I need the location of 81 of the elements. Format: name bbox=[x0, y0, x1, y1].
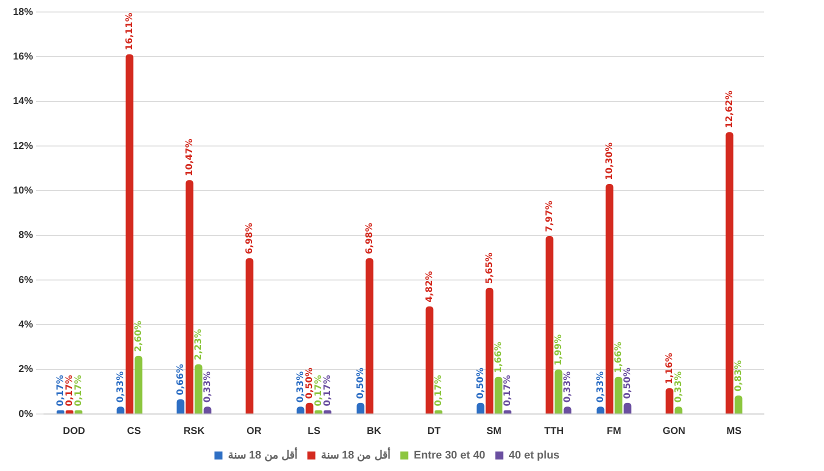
data-label: 2,60% bbox=[134, 320, 144, 352]
y-tick-label: 16% bbox=[13, 51, 34, 62]
legend-label: أقل من 18 سنة bbox=[228, 448, 298, 462]
data-label: 0,33% bbox=[562, 371, 573, 403]
x-tick-label: CS bbox=[127, 426, 142, 437]
data-label: 0,17% bbox=[322, 374, 333, 406]
bar bbox=[194, 364, 202, 414]
data-label: 0,50% bbox=[622, 368, 633, 399]
bar bbox=[134, 356, 142, 414]
data-label: 0,33% bbox=[674, 371, 684, 403]
bar bbox=[366, 258, 374, 414]
data-label: 0,50% bbox=[304, 368, 315, 399]
y-tick-label: 12% bbox=[13, 140, 34, 152]
data-label: 0,33% bbox=[202, 371, 213, 403]
data-label: 0,50% bbox=[476, 368, 486, 399]
x-tick-label: RSK bbox=[183, 426, 206, 437]
bar bbox=[486, 288, 494, 414]
bar bbox=[666, 388, 674, 414]
x-tick-label: OR bbox=[246, 426, 262, 437]
data-label: 2,23% bbox=[194, 328, 204, 360]
bar bbox=[494, 376, 502, 414]
data-label: 0,66% bbox=[176, 364, 186, 396]
data-label: 1,16% bbox=[664, 352, 675, 384]
data-label: 6,98% bbox=[364, 222, 375, 254]
data-label: 0,17% bbox=[64, 374, 75, 406]
data-label: 10,30% bbox=[604, 142, 615, 180]
data-label: 1,99% bbox=[554, 334, 564, 366]
y-tick-label: 10% bbox=[13, 185, 34, 196]
legend-label: أقل من 18 سنة bbox=[320, 448, 390, 462]
x-tick-label: GON bbox=[662, 426, 686, 437]
x-tick-label: FM bbox=[606, 426, 622, 437]
x-tick-label: TTH bbox=[544, 426, 564, 437]
data-label: 12,62% bbox=[724, 90, 735, 128]
bar bbox=[726, 132, 734, 414]
y-tick-label: 2% bbox=[18, 364, 34, 376]
x-tick-label: DT bbox=[427, 426, 441, 437]
data-label: 1,66% bbox=[494, 342, 504, 373]
bar bbox=[734, 395, 742, 414]
data-label: 0,33% bbox=[596, 371, 606, 403]
y-tick-label: 14% bbox=[13, 96, 34, 108]
bar bbox=[246, 258, 254, 414]
data-label: 16,11% bbox=[124, 12, 135, 50]
y-tick-label: 18% bbox=[13, 6, 34, 18]
data-label: 0,50% bbox=[356, 368, 366, 399]
bar bbox=[546, 236, 554, 414]
data-label: 4,82% bbox=[424, 271, 435, 302]
data-label: 0,17% bbox=[314, 374, 324, 406]
x-tick-label: MS bbox=[726, 426, 742, 437]
data-label: 0,33% bbox=[116, 371, 126, 403]
bar bbox=[126, 54, 134, 414]
data-label: 0,83% bbox=[734, 360, 744, 392]
data-label: 0,17% bbox=[56, 374, 66, 406]
y-tick-label: 4% bbox=[18, 319, 34, 330]
bar bbox=[356, 402, 364, 414]
y-tick-label: 6% bbox=[18, 274, 34, 286]
bar bbox=[476, 402, 484, 414]
legend-label: 40 et plus bbox=[508, 450, 560, 462]
y-tick-label: 0% bbox=[18, 408, 34, 420]
x-tick-label: BK bbox=[366, 426, 382, 437]
bar bbox=[176, 399, 184, 414]
data-label: 0,17% bbox=[74, 374, 84, 406]
data-label: 1,66% bbox=[614, 342, 624, 373]
bar bbox=[306, 402, 314, 414]
x-tick-label: SM bbox=[486, 426, 502, 437]
bar bbox=[186, 180, 194, 414]
data-label: 0,33% bbox=[296, 371, 306, 403]
y-tick-label: 8% bbox=[18, 230, 34, 242]
x-tick-label: DOD bbox=[62, 426, 86, 437]
data-label: 6,98% bbox=[244, 222, 255, 254]
data-label: 0,17% bbox=[502, 374, 513, 406]
bar bbox=[426, 306, 434, 414]
x-tick-label: LS bbox=[308, 426, 321, 437]
bar bbox=[554, 370, 562, 414]
bar bbox=[614, 376, 622, 414]
bar bbox=[606, 184, 614, 414]
data-label: 10,47% bbox=[184, 138, 195, 176]
bar bbox=[624, 402, 632, 414]
data-label: 5,65% bbox=[484, 252, 495, 284]
data-label: 7,97% bbox=[544, 200, 555, 232]
data-label: 0,17% bbox=[434, 374, 444, 406]
legend-label: Entre 30 et 40 bbox=[414, 450, 486, 462]
